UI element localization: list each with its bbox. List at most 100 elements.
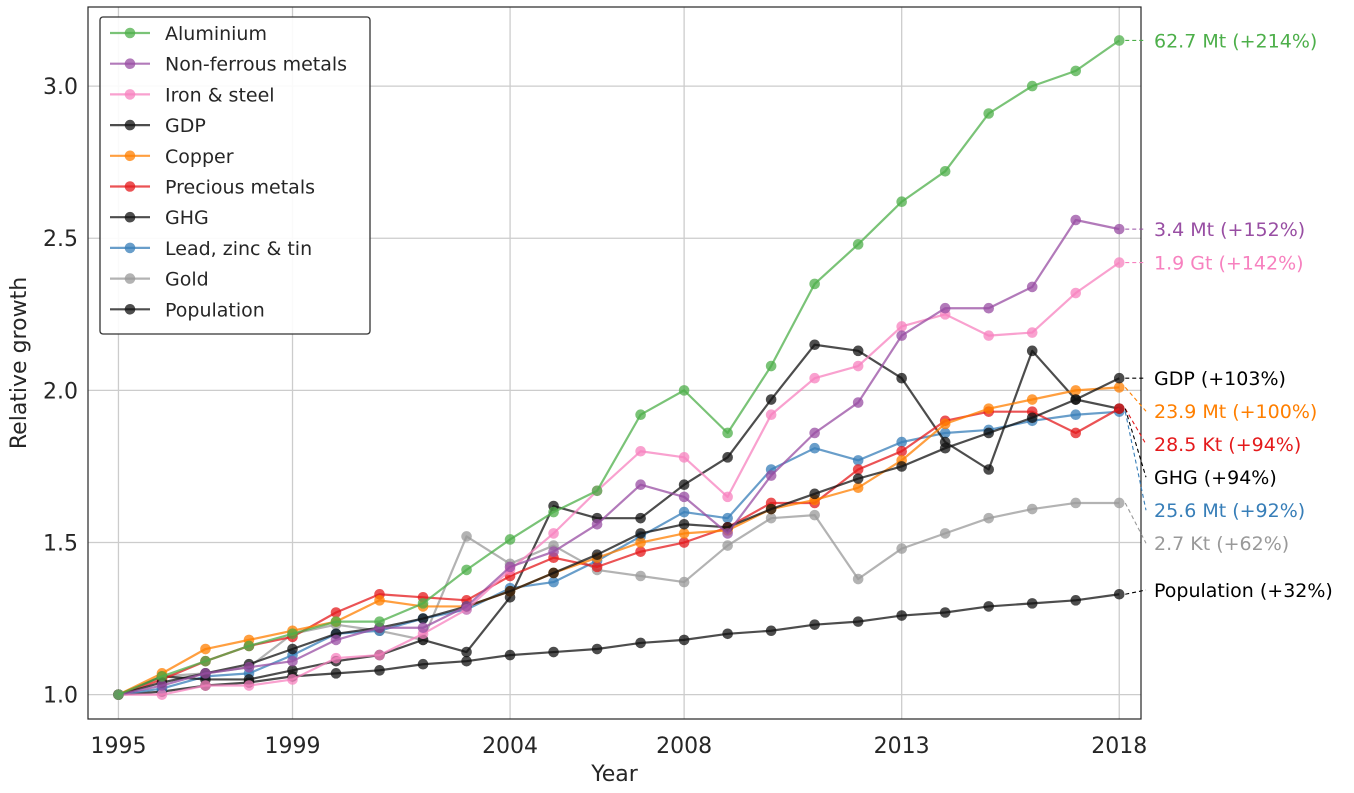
data-point	[504, 534, 516, 545]
series-line	[118, 39, 1120, 696]
legend-marker	[124, 89, 136, 100]
data-point	[1026, 80, 1038, 92]
data-point	[1113, 257, 1125, 268]
legend[interactable]: Aluminium Non-ferrous metals Iron & steel G…	[99, 16, 371, 335]
data-point	[852, 464, 864, 475]
data-point	[1026, 503, 1038, 515]
data-point	[461, 531, 472, 542]
legend-marker	[124, 242, 136, 254]
data-point	[330, 607, 342, 618]
data-point	[548, 528, 559, 539]
data-point	[722, 628, 733, 640]
legend-item-non-ferrous-metals[interactable]: Non-ferrous metals	[110, 54, 347, 76]
data-point	[374, 616, 385, 627]
end-label-gdp: GDP (+103%)	[1154, 368, 1286, 390]
data-point	[939, 418, 951, 430]
data-point	[461, 646, 472, 658]
data-point	[1070, 409, 1082, 421]
data-point	[809, 509, 820, 521]
x-tick-label: 2018	[1091, 734, 1147, 759]
data-point	[287, 655, 298, 667]
end-label-non-ferrous-metals: 3.4 Mt (+152%)	[1154, 219, 1305, 241]
x-axis-title: Year	[590, 762, 639, 787]
data-point	[1113, 403, 1125, 414]
data-point	[504, 649, 516, 661]
data-point	[417, 613, 429, 624]
data-point	[200, 643, 211, 655]
data-point	[1026, 598, 1038, 609]
legend-item-population[interactable]: Population	[110, 299, 265, 321]
end-label-precious-metals: 28.5 Kt (+94%)	[1154, 434, 1301, 456]
legend-label: Iron & steel	[165, 84, 275, 106]
data-point	[417, 598, 429, 609]
legend-item-ghg[interactable]: GHG	[110, 207, 209, 229]
y-tick-label: 1.0	[43, 684, 78, 709]
data-point	[678, 518, 690, 530]
data-point	[983, 512, 995, 524]
legend-marker	[124, 27, 136, 39]
data-point	[722, 528, 733, 539]
data-point	[548, 506, 559, 518]
data-point	[809, 619, 820, 630]
series-gold	[113, 497, 1125, 700]
x-tick-label: 2004	[482, 734, 538, 759]
data-point	[1113, 35, 1125, 46]
data-point	[852, 473, 864, 484]
series-lines	[113, 35, 1125, 700]
data-point	[1070, 427, 1082, 439]
legend-label: Population	[165, 299, 265, 321]
legend-label: Lead, zinc & tin	[165, 238, 312, 260]
series-non-ferrous-metals	[113, 214, 1125, 700]
legend-item-aluminium[interactable]: Aluminium	[110, 23, 267, 45]
data-point	[591, 643, 603, 655]
y-tick-label: 2.5	[43, 227, 78, 252]
legend-item-lead-zinc-tin[interactable]: Lead, zinc & tin	[110, 238, 312, 260]
data-point	[1070, 214, 1082, 226]
data-point	[113, 689, 124, 700]
series-copper	[113, 382, 1125, 700]
end-label-aluminium: 62.7 Mt (+214%)	[1154, 30, 1317, 52]
data-point	[896, 196, 907, 208]
data-point	[765, 503, 777, 515]
x-tick-label: 2013	[874, 734, 930, 759]
data-point	[765, 394, 777, 405]
data-point	[591, 518, 603, 530]
series-line	[118, 261, 1120, 696]
data-point	[983, 302, 995, 314]
end-label-leaders	[1124, 39, 1147, 595]
legend-item-gdp[interactable]: GDP	[110, 115, 206, 137]
data-point	[1113, 588, 1125, 600]
legend-item-precious-metals[interactable]: Precious metals	[110, 177, 315, 199]
data-point	[678, 506, 690, 518]
legend-item-gold[interactable]: Gold	[110, 269, 209, 291]
data-point	[765, 360, 777, 372]
data-point	[1026, 394, 1038, 405]
data-point	[896, 610, 907, 621]
data-point	[635, 537, 646, 548]
data-point	[983, 330, 995, 341]
legend-item-iron-steel[interactable]: Iron & steel	[110, 84, 275, 106]
end-label-leader	[1125, 589, 1147, 595]
y-axis-title: Relative growth	[7, 277, 32, 449]
legend-label: Copper	[165, 146, 234, 168]
end-label-leader	[1124, 502, 1147, 544]
data-point	[200, 668, 211, 679]
data-point	[1113, 382, 1125, 393]
series-line	[118, 593, 1120, 696]
x-tick-label: 2008	[656, 734, 712, 759]
data-point	[504, 585, 516, 597]
data-point	[461, 564, 472, 576]
series-line	[118, 377, 1120, 696]
end-label-gold: 2.7 Kt (+62%)	[1154, 533, 1289, 555]
data-point	[983, 403, 995, 414]
end-label-leader	[1124, 408, 1147, 478]
data-point	[287, 628, 298, 640]
legend-item-copper[interactable]: Copper	[110, 146, 234, 168]
data-point	[722, 512, 733, 524]
data-point	[852, 239, 864, 250]
data-point	[939, 166, 951, 177]
data-point	[983, 464, 995, 475]
series-line	[117, 386, 1120, 696]
data-point	[939, 607, 951, 618]
data-point	[722, 427, 733, 439]
